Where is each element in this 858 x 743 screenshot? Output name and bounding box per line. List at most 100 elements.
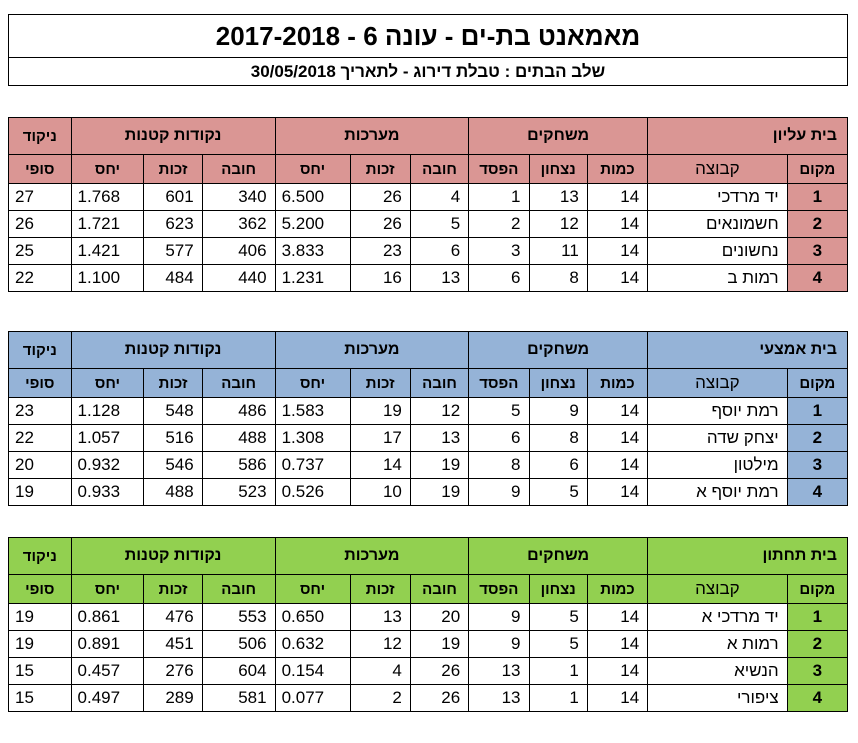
sets-ratio-cell: 0.650 [274, 603, 351, 631]
standings-table: בית תחתון משחקים מערכות נקודות קטנות ניקוד מק… [8, 537, 849, 712]
games-played-cell: 14 [586, 210, 649, 238]
points-group-header: נקודות קטנות [70, 331, 276, 369]
sets-ratio-header: יחס [274, 574, 351, 604]
points-plus-cell: 476 [143, 603, 203, 631]
final-score-header-top: ניקוד [8, 331, 72, 369]
sets-minus-cell: 19 [409, 630, 470, 658]
games-played-cell: 14 [586, 237, 649, 265]
sets-minus-cell: 26 [409, 684, 470, 712]
sets-minus-cell: 6 [409, 237, 470, 265]
games-played-header: כמות [586, 574, 649, 604]
team-cell: יד מרדכי [647, 183, 788, 211]
sets-plus-cell: 23 [349, 237, 411, 265]
sets-plus-cell: 17 [349, 424, 411, 452]
house-title: בית אמצעי [647, 331, 848, 369]
points-ratio-cell: 0.933 [70, 478, 145, 506]
rank-cell: 1 [786, 397, 849, 425]
points-minus-cell: 440 [201, 264, 276, 292]
points-plus-cell: 623 [143, 210, 203, 238]
wins-cell: 5 [528, 603, 588, 631]
points-plus-header: זכות [143, 154, 203, 184]
points-plus-cell: 601 [143, 183, 203, 211]
points-ratio-cell: 0.891 [70, 630, 145, 658]
team-cell: רמות ב [647, 264, 788, 292]
wins-cell: 5 [528, 478, 588, 506]
team-header: קבוצה [647, 574, 788, 604]
team-cell: מילטון [647, 451, 788, 479]
sets-plus-header: זכות [349, 154, 411, 184]
games-group-header: משחקים [468, 331, 649, 369]
sets-minus-header: חובה [409, 154, 470, 184]
rank-header: מקום [786, 574, 849, 604]
games-played-cell: 14 [586, 603, 649, 631]
games-played-cell: 14 [586, 264, 649, 292]
sets-group-header: מערכות [274, 331, 470, 369]
rank-cell: 3 [786, 237, 849, 265]
sets-plus-cell: 14 [349, 451, 411, 479]
points-minus-cell: 553 [201, 603, 276, 631]
sets-minus-cell: 13 [409, 264, 470, 292]
points-plus-cell: 548 [143, 397, 203, 425]
games-played-cell: 14 [586, 657, 649, 685]
final-score-cell: 19 [8, 603, 72, 631]
points-minus-cell: 340 [201, 183, 276, 211]
team-cell: רמת יוסף א [647, 478, 788, 506]
table-row: 4 רמות ב 14 8 6 13 16 1.231 440 484 1.100 22 [8, 264, 849, 292]
points-ratio-cell: 1.057 [70, 424, 145, 452]
rank-cell: 1 [786, 603, 849, 631]
sets-plus-cell: 13 [349, 603, 411, 631]
losses-cell: 13 [468, 657, 530, 685]
sets-ratio-cell: 0.077 [274, 684, 351, 712]
sets-minus-cell: 12 [409, 397, 470, 425]
points-plus-header: זכות [143, 368, 203, 398]
points-minus-header: חובה [201, 368, 276, 398]
team-cell: יד מרדכי א [647, 603, 788, 631]
sets-plus-header: זכות [349, 574, 411, 604]
team-header: קבוצה [647, 368, 788, 398]
wins-cell: 9 [528, 397, 588, 425]
team-cell: ציפורי [647, 684, 788, 712]
table-row: 1 יד מרדכי א 14 5 9 20 13 0.650 553 476 0.861 19 [8, 603, 849, 631]
points-plus-header: זכות [143, 574, 203, 604]
games-group-header: משחקים [468, 117, 649, 155]
points-plus-cell: 484 [143, 264, 203, 292]
final-score-cell: 15 [8, 684, 72, 712]
sets-minus-cell: 19 [409, 478, 470, 506]
wins-cell: 5 [528, 630, 588, 658]
losses-cell: 9 [468, 478, 530, 506]
points-minus-cell: 523 [201, 478, 276, 506]
points-ratio-cell: 1.768 [70, 183, 145, 211]
points-minus-cell: 488 [201, 424, 276, 452]
points-minus-cell: 506 [201, 630, 276, 658]
team-cell: רמות א [647, 630, 788, 658]
table-row: 2 חשמונאים 14 12 2 5 26 5.200 362 623 1.721 26 [8, 210, 849, 238]
subheader-row: מקום קבוצה כמות נצחון הפסד חובה זכות יחס חובה זכו… [8, 368, 849, 398]
losses-cell: 2 [468, 210, 530, 238]
points-minus-cell: 581 [201, 684, 276, 712]
games-played-cell: 14 [586, 684, 649, 712]
team-cell: חשמונאים [647, 210, 788, 238]
games-played-cell: 14 [586, 424, 649, 452]
points-ratio-header: יחס [70, 574, 145, 604]
table-row: 4 רמת יוסף א 14 5 9 19 10 0.526 523 488 0.933 19 [8, 478, 849, 506]
wins-cell: 8 [528, 424, 588, 452]
final-score-header-bottom: סופי [8, 574, 72, 604]
rank-cell: 4 [786, 478, 849, 506]
sets-plus-cell: 12 [349, 630, 411, 658]
table-row: 1 רמת יוסף 14 9 5 12 19 1.583 486 548 1.128 23 [8, 397, 849, 425]
games-played-cell: 14 [586, 630, 649, 658]
games-played-header: כמות [586, 154, 649, 184]
standings-table: בית עליון משחקים מערכות נקודות קטנות ניקוד מק… [8, 117, 849, 292]
table-row: 3 נחשונים 14 11 3 6 23 3.833 406 577 1.421 25 [8, 237, 849, 265]
losses-header: הפסד [468, 574, 530, 604]
final-score-cell: 19 [8, 478, 72, 506]
rank-cell: 2 [786, 630, 849, 658]
sets-plus-cell: 10 [349, 478, 411, 506]
points-ratio-cell: 0.932 [70, 451, 145, 479]
subheader-row: מקום קבוצה כמות נצחון הפסד חובה זכות יחס חובה זכו… [8, 154, 849, 184]
header-row: בית תחתון משחקים מערכות נקודות קטנות ניקוד [8, 537, 848, 575]
sets-group-header: מערכות [274, 537, 470, 575]
sets-ratio-cell: 1.583 [274, 397, 351, 425]
final-score-header-top: ניקוד [8, 117, 72, 155]
table-row: 3 מילטון 14 6 8 19 14 0.737 586 546 0.932 20 [8, 451, 849, 479]
